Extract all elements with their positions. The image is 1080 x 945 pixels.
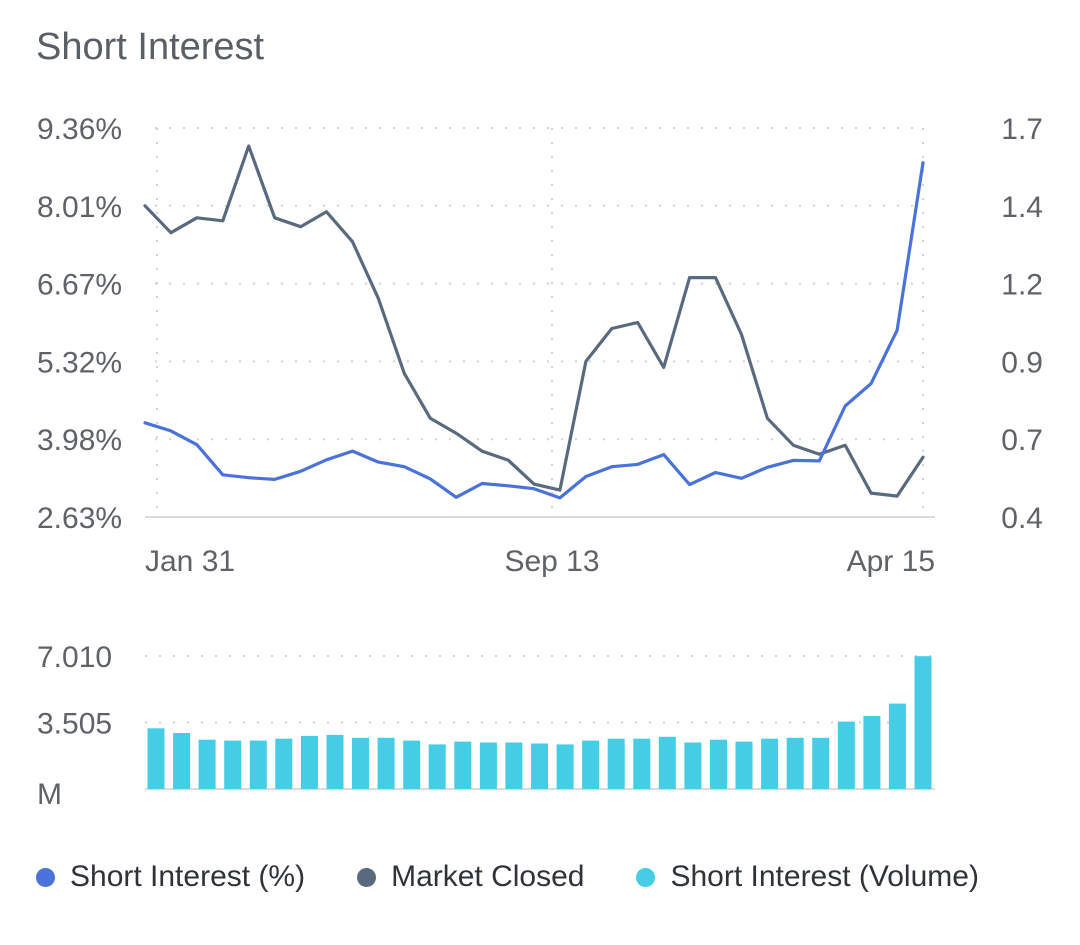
bar-short-interest-volume xyxy=(761,738,779,789)
chart-title: Short Interest xyxy=(36,26,265,68)
x-axis-tick-label: Sep 13 xyxy=(504,545,599,578)
x-axis-tick-label: Apr 15 xyxy=(847,545,935,578)
legend-marker-market-closed xyxy=(357,867,377,887)
y-axis-left-tick-label: 6.67% xyxy=(37,269,122,302)
bar-short-interest-volume xyxy=(147,728,165,789)
legend-label-market-closed: Market Closed xyxy=(391,860,585,893)
y-axis-left-tick-label: 8.01% xyxy=(37,191,122,224)
bar-short-interest-volume xyxy=(249,740,267,789)
legend-label-short-interest-volume: Short Interest (Volume) xyxy=(670,860,979,893)
bar-short-interest-volume xyxy=(173,733,191,789)
y-axis-right-tick-label: 1.2 xyxy=(1001,269,1043,302)
bar-short-interest-volume xyxy=(198,739,216,789)
bar-short-interest-volume xyxy=(837,721,855,789)
y-axis-right-tick-label: 0.7 xyxy=(1001,424,1043,457)
bar-short-interest-volume xyxy=(224,740,242,789)
legend-marker-short-interest-volume xyxy=(636,867,656,887)
bar-short-interest-volume xyxy=(786,737,804,789)
y-axis-right-tick-label: 0.9 xyxy=(1001,346,1043,379)
bar-short-interest-volume xyxy=(352,737,369,789)
bar-short-interest-volume xyxy=(888,703,906,789)
y-axis-right-tick-label: 1.7 xyxy=(1001,113,1043,146)
bar-short-interest-volume xyxy=(684,742,702,789)
y-axis-right-tick-label: 1.4 xyxy=(1001,191,1043,224)
bar-short-interest-volume xyxy=(812,737,830,789)
bar-short-interest-volume xyxy=(863,716,881,789)
bar-short-interest-volume xyxy=(428,744,446,789)
y-axis-right-tick-label: 0.4 xyxy=(1001,502,1043,535)
bar-y-tick-label: 7.010 xyxy=(37,641,112,674)
bar-short-interest-volume xyxy=(735,741,753,789)
bar-short-interest-volume xyxy=(454,741,472,789)
legend-item-short-interest-pct[interactable]: Short Interest (%) xyxy=(36,860,305,894)
bar-short-interest-volume xyxy=(710,739,727,789)
bar-short-interest-volume xyxy=(582,740,600,789)
bar-short-interest-volume xyxy=(377,737,395,789)
series-line-short-interest-pct xyxy=(143,161,925,500)
bar-short-interest-volume xyxy=(403,740,421,789)
bar-short-interest-volume xyxy=(479,742,497,789)
legend-item-market-closed[interactable]: Market Closed xyxy=(357,860,584,894)
y-axis-left-tick-label: 5.32% xyxy=(37,346,122,379)
series-line-market-closed xyxy=(143,144,925,498)
legend-label-short-interest-pct: Short Interest (%) xyxy=(70,860,306,893)
y-axis-left-tick-label: 2.63% xyxy=(37,502,122,535)
y-axis-left-tick-label: 9.36% xyxy=(37,113,122,146)
bar-short-interest-volume xyxy=(914,656,932,789)
bar-short-interest-volume xyxy=(300,735,318,789)
bar-short-interest-volume xyxy=(607,738,625,789)
legend-marker-short-interest-pct xyxy=(36,867,55,887)
bar-short-interest-volume xyxy=(556,744,574,789)
y-axis-left-tick-label: 3.98% xyxy=(37,424,122,457)
bar-short-interest-volume xyxy=(658,736,676,789)
bar-short-interest-volume xyxy=(633,738,651,789)
bar-short-interest-volume xyxy=(275,738,293,789)
legend-item-short-interest-volume[interactable]: Short Interest (Volume) xyxy=(636,860,979,894)
bar-short-interest-volume xyxy=(505,742,523,789)
bar-y-unit-label: M xyxy=(37,778,62,811)
bar-y-tick-label: 3.505 xyxy=(37,708,112,741)
x-axis-tick-label: Jan 31 xyxy=(145,545,235,578)
chart-legend: Short Interest (%) Market Closed Short I… xyxy=(36,860,979,894)
bar-short-interest-volume xyxy=(531,743,548,789)
bar-short-interest-volume xyxy=(326,734,344,789)
